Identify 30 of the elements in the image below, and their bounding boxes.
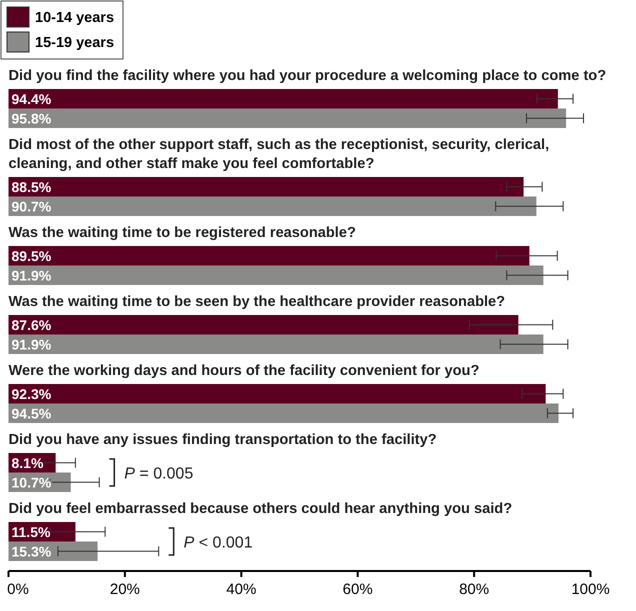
legend-label: 15-19 years	[35, 35, 114, 51]
legend-label: 10-14 years	[35, 10, 114, 26]
data-label: 15.3%	[12, 543, 52, 560]
annotation: P < 0.001	[184, 534, 253, 552]
y-tick-label: Did you have any issues finding transportation to the facility?	[8, 432, 437, 448]
x-tick-label: 20%	[110, 581, 140, 598]
data-label: 87.6%	[12, 316, 52, 333]
data-label: 89.5%	[12, 248, 52, 264]
data-label: 88.5%	[12, 178, 52, 195]
data-label: 91.9%	[12, 336, 52, 352]
y-tick-label: Was the waiting time to be seen by the healthcare provider reasonable?	[8, 294, 506, 310]
x-tick-label: 100%	[571, 581, 610, 598]
y-tick-label: Was the waiting time to be registered reasonable?	[8, 225, 356, 241]
x-tick-label: 60%	[342, 581, 373, 598]
data-label: 95.8%	[12, 110, 52, 126]
data-label: 8.1%	[12, 454, 44, 471]
y-tick-label: Did most of the other support staff, such as the receptionist, security, clerical, cleaning, and other staff make you feel comfortable?	[8, 137, 550, 172]
data-label: 94.4%	[12, 90, 52, 107]
x-tick-label: 40%	[226, 581, 256, 598]
y-tick-label: Did you find the facility where you had your procedure a welcoming place to come to?	[8, 68, 606, 84]
x-tick-label: 0%	[7, 581, 29, 598]
data-label: 94.5%	[12, 405, 52, 422]
data-label: 90.7%	[12, 198, 52, 214]
annotation: P = 0.005	[124, 466, 194, 482]
data-label: 91.9%	[12, 267, 52, 284]
y-tick-label: Were the working days and hours of the facility convenient for you?	[8, 363, 480, 379]
data-label: 11.5%	[12, 524, 51, 540]
data-label: 92.3%	[12, 386, 52, 402]
x-tick-label: 80%	[459, 581, 490, 598]
y-tick-label: Did you feel embarrassed because others could hear anything you said?	[8, 501, 512, 517]
